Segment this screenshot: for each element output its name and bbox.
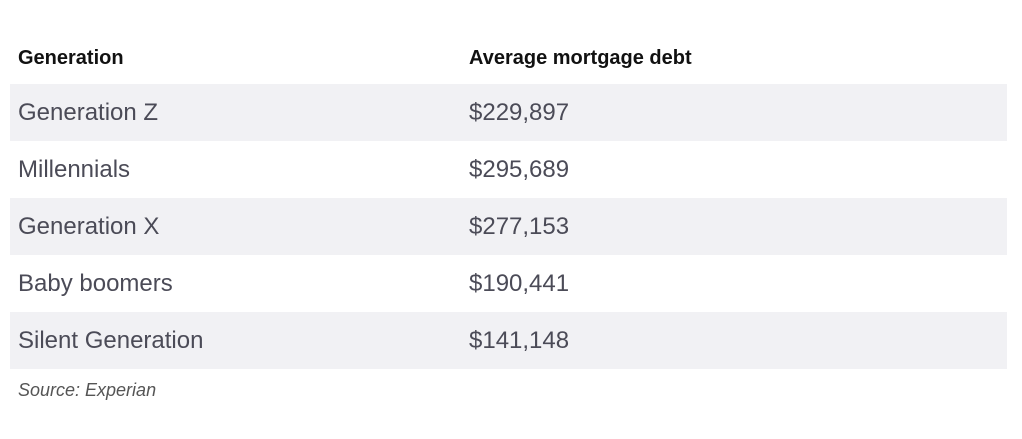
table-cell: $190,441 xyxy=(469,270,570,297)
table-cell: $295,689 xyxy=(469,156,570,183)
header-cell: Generation xyxy=(18,47,124,69)
table-cell: Millennials xyxy=(18,156,131,183)
header-cell: Average mortgage debt xyxy=(469,47,692,69)
source-note: Source: Experian xyxy=(18,380,157,400)
table-cell: Generation X xyxy=(18,213,160,240)
table-row: Generation X $277,153 xyxy=(10,198,1007,255)
table-row: Generation Z $229,897 xyxy=(10,84,1007,141)
table-row: Baby boomers $190,441 xyxy=(10,255,1007,312)
table-cell: $141,148 xyxy=(469,327,570,354)
table-cell: $277,153 xyxy=(469,213,570,240)
table-row: Millennials $295,689 xyxy=(10,141,1007,198)
table-cell: Silent Generation xyxy=(18,327,204,354)
table-cell: Generation Z xyxy=(18,99,159,126)
table-header: Generation Average mortgage debt xyxy=(10,38,1007,78)
table-cell: $229,897 xyxy=(469,99,570,126)
table-cell: Baby boomers xyxy=(18,270,173,297)
table-row: Silent Generation $141,148 xyxy=(10,312,1007,369)
